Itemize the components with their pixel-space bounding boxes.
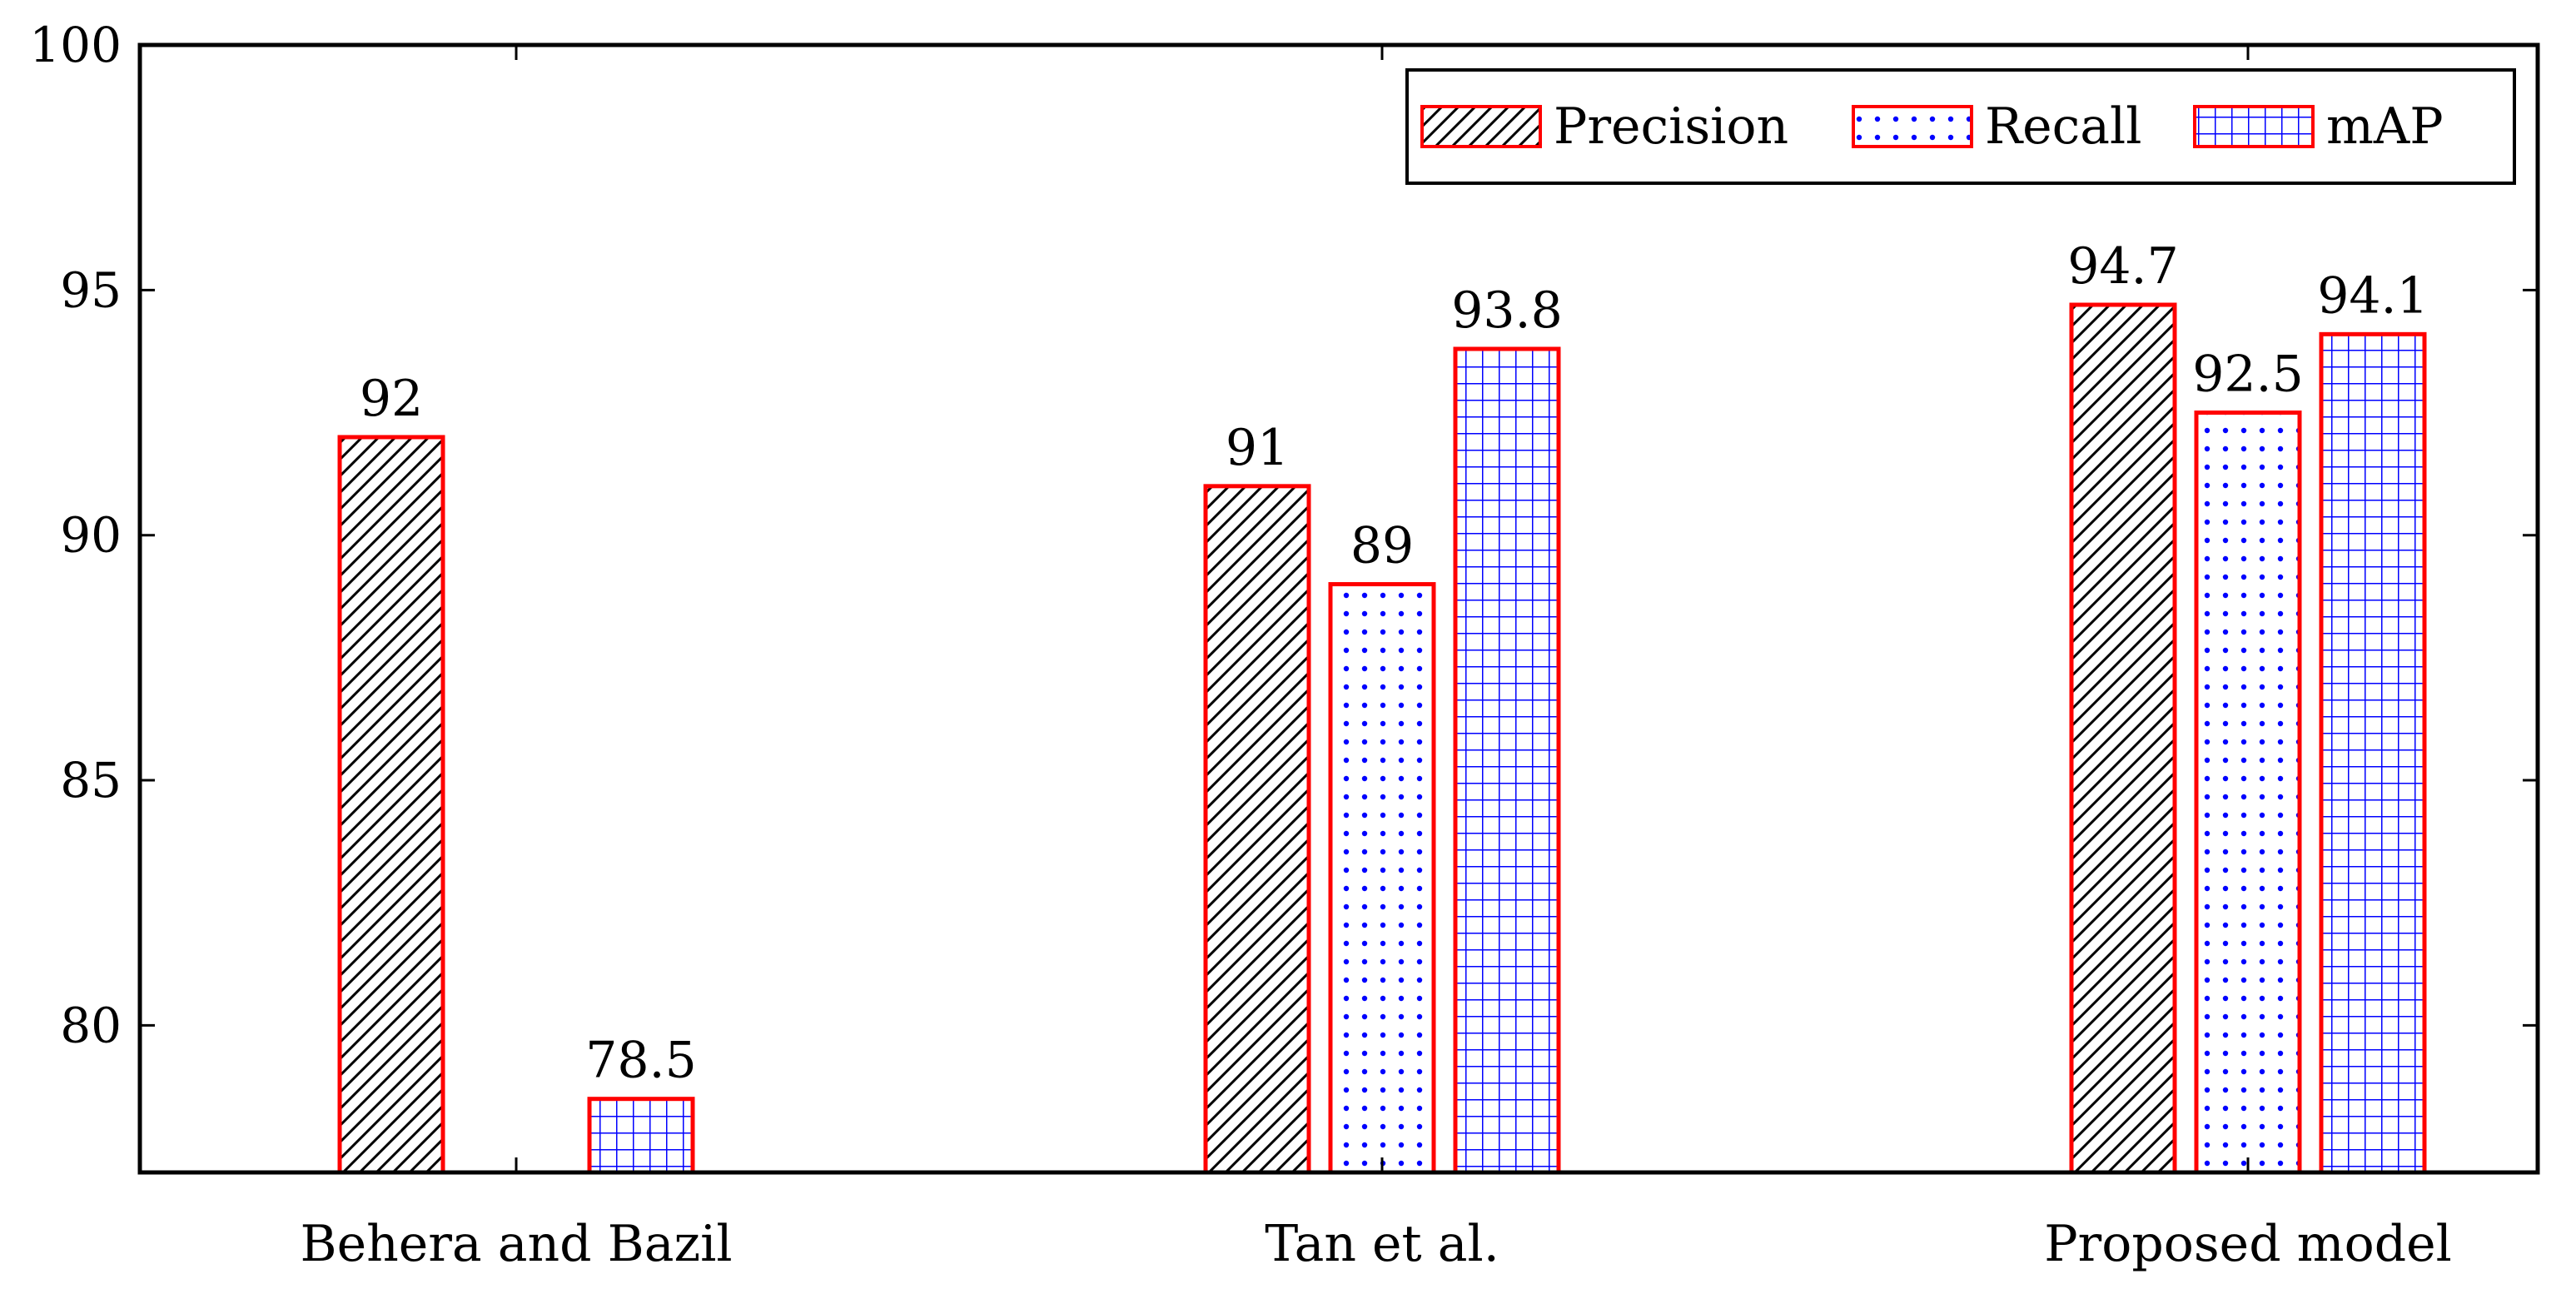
legend-swatch-map [2193, 105, 2315, 148]
plot-area-frame [137, 42, 2540, 1175]
legend-swatch-recall [1852, 105, 1973, 148]
bar-map-tan-et-al [1453, 346, 1561, 1175]
data-label-recall-tan-et-al: 89 [1350, 517, 1414, 575]
bar-recall-tan-et-al [1328, 582, 1436, 1175]
legend: Precision Recall mAP [1405, 68, 2516, 185]
y-tick-label: 95 [60, 261, 122, 318]
y-axis: 80 85 90 95 100 [29, 17, 2538, 1053]
bar-precision-tan-et-al [1203, 484, 1311, 1175]
bar-recall-proposed-model [2194, 411, 2302, 1175]
data-label-recall-proposed-model: 92.5 [2192, 346, 2304, 404]
x-axis: Behera and Bazil Tan et al. Proposed model [300, 45, 2452, 1273]
bar-map-behera-and-bazil [587, 1097, 695, 1175]
legend-label-precision: Precision [1554, 97, 1788, 156]
y-tick-label: 100 [29, 17, 122, 73]
data-label-map-proposed-model: 94.1 [2317, 266, 2429, 325]
bars-layer [337, 302, 2427, 1175]
data-label-precision-proposed-model: 94.7 [2067, 237, 2179, 296]
y-tick-label: 80 [60, 997, 122, 1053]
x-tick-label-proposed-model: Proposed model [2044, 1215, 2452, 1273]
y-tick-label: 85 [60, 752, 122, 809]
bar-precision-proposed-model [2069, 302, 2177, 1175]
data-label-precision-tan-et-al: 91 [1226, 419, 1289, 477]
legend-label-recall: Recall [1985, 97, 2141, 156]
x-tick-label-tan-et-al: Tan et al. [1265, 1215, 1499, 1273]
bar-map-proposed-model [2319, 331, 2427, 1175]
y-tick-label: 90 [60, 507, 122, 564]
data-label-map-behera-and-bazil: 78.5 [585, 1032, 697, 1090]
legend-label-map: mAP [2326, 97, 2444, 156]
data-label-precision-behera-and-bazil: 92 [360, 370, 423, 428]
data-labels-layer: 92 91 94.7 89 92.5 78.5 93.8 94.1 [360, 237, 2429, 1090]
legend-swatch-precision [1420, 105, 1542, 148]
data-label-map-tan-et-al: 93.8 [1451, 281, 1563, 340]
bar-precision-behera-and-bazil [337, 435, 445, 1175]
x-tick-label-behera-and-bazil: Behera and Bazil [300, 1215, 732, 1273]
